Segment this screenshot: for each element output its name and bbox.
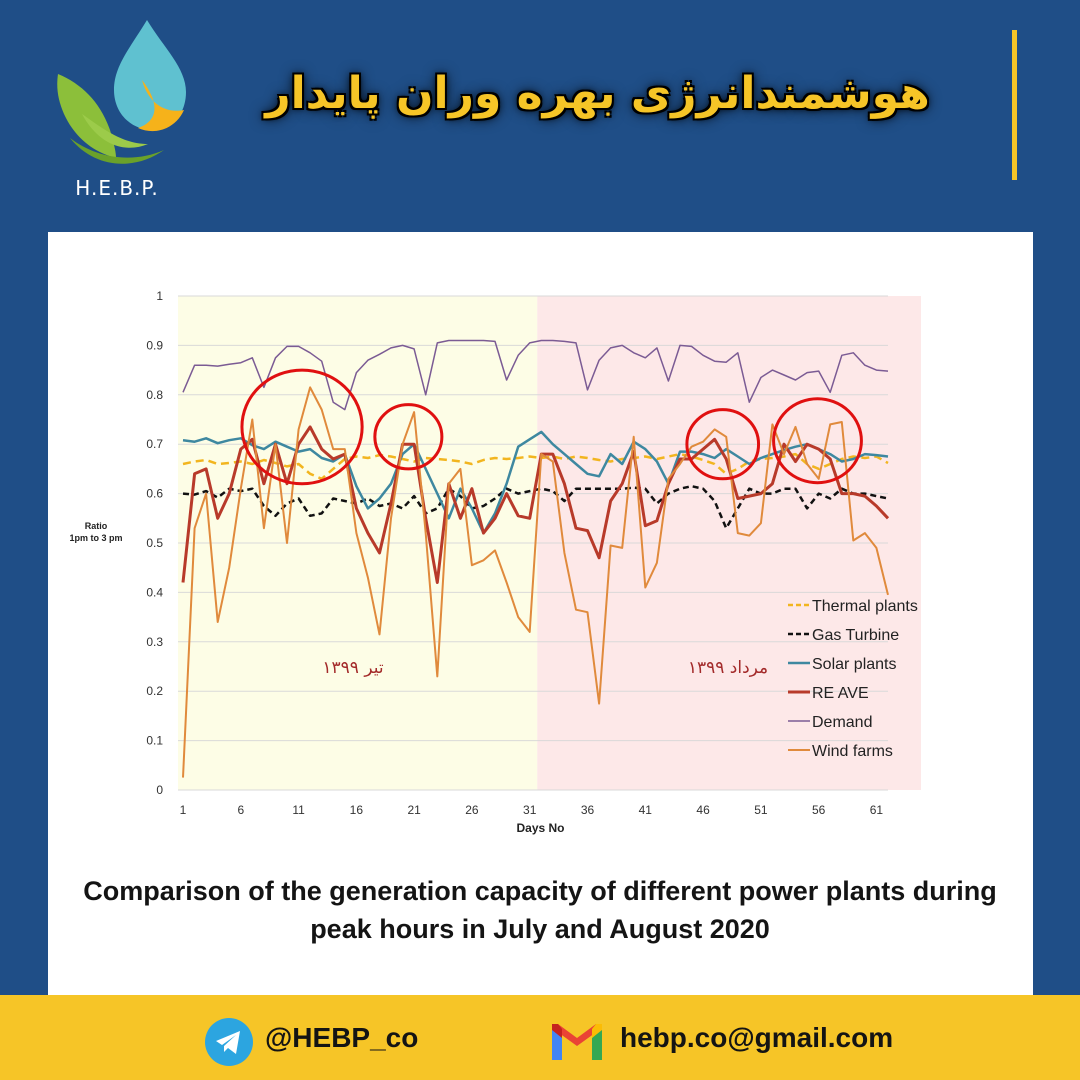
legend-label: Solar plants: [812, 656, 897, 673]
highlight-circle: [772, 397, 863, 485]
y-tick-label: 0.3: [146, 635, 163, 649]
y-tick-label: 0.7: [146, 437, 163, 451]
y-tick-label: 0.2: [146, 684, 163, 698]
header-banner: H.E.B.P. هوشمندانرژی بهره وران پایدار: [0, 0, 1080, 232]
water-drop-leaf-logo: [57, 20, 186, 164]
y-tick-label: 0.4: [146, 585, 163, 599]
line-chart: 00.10.20.30.40.50.60.70.80.911 6 11 16 21 26 3…: [69, 289, 921, 835]
telegram-icon[interactable]: [205, 1018, 253, 1066]
y-tick-label: 0.5: [146, 536, 163, 550]
x-tick-label: 11: [292, 803, 305, 817]
y-tick-label: 1: [156, 289, 163, 303]
x-tick-label: 41: [639, 803, 653, 817]
x-tick-label: 21: [407, 803, 421, 817]
x-tick-label: 31: [523, 803, 537, 817]
series-line-thermal-plants: [182, 452, 889, 481]
y-tick-label: 0: [156, 783, 163, 797]
email-address[interactable]: hebp.co@gmail.com: [620, 1022, 894, 1053]
period-label: تیر ۱۳۹۹: [322, 658, 383, 678]
x-tick-label: 1: [180, 803, 187, 817]
x-tick-label: 6: [237, 803, 244, 817]
figure-caption: Comparison of the generation capacity of…: [83, 876, 997, 944]
legend-label: Thermal plants: [812, 598, 918, 615]
x-axis-label: Days No: [516, 821, 564, 835]
series-line-re-ave: [181, 425, 890, 584]
highlight-circle: [373, 403, 444, 471]
x-tick-label: 51: [754, 803, 768, 817]
gmail-icon[interactable]: [548, 1020, 606, 1064]
x-tick-label: 36: [581, 803, 595, 817]
period-label: مرداد ۱۳۹۹: [688, 658, 768, 678]
footer-bar: [0, 995, 1080, 1080]
y-tick-label: 0.6: [146, 487, 163, 501]
y-tick-label: 0.9: [146, 338, 163, 352]
series-line-wind-farms: [182, 386, 889, 778]
chart-card: 0 0.1 0.2 0.3 0.4 0.5 0.6 0.7 0.8 0.9 1 1 6 11 16 21 26 3…: [48, 232, 1033, 995]
legend-label: Demand: [812, 714, 872, 731]
highlight-circle: [240, 368, 364, 486]
x-tick-label: 56: [812, 803, 826, 817]
x-tick-label: 26: [465, 803, 479, 817]
series-line-demand: [182, 339, 889, 411]
series-line-solar-plants: [182, 430, 889, 535]
logo-text: H.E.B.P.: [75, 176, 159, 200]
legend-label: RE AVE: [812, 685, 869, 702]
y-axis-label: Ratio: [85, 521, 108, 531]
telegram-handle[interactable]: @HEBP_co: [265, 1022, 419, 1053]
x-tick-label: 16: [350, 803, 364, 817]
x-tick-label: 61: [870, 803, 884, 817]
page-title: هوشمندانرژی بهره وران پایدار: [265, 68, 930, 119]
y-axis-label: 1pm to 3 pm: [69, 533, 122, 543]
y-tick-label: 0.8: [146, 388, 163, 402]
legend-label: Gas Turbine: [812, 627, 899, 644]
highlight-circle: [685, 408, 761, 481]
accent-divider: [1012, 30, 1017, 180]
x-tick-label: 46: [696, 803, 710, 817]
legend-label: Wind farms: [812, 743, 893, 760]
y-tick-label: 0.1: [146, 734, 163, 748]
